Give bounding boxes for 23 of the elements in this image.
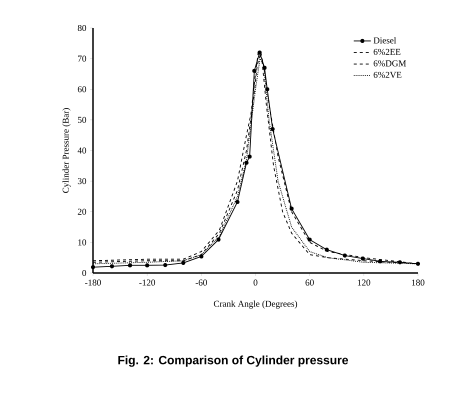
x-tick-label: -120 <box>139 280 156 286</box>
x-tick-label: 180 <box>412 280 424 286</box>
y-tick-label: 40 <box>78 147 86 154</box>
legend-label: 6%2VE <box>374 72 402 78</box>
x-tick-label: 60 <box>306 280 314 286</box>
x-tick-label: -180 <box>85 280 101 286</box>
x-tick-label: 0 <box>254 280 258 286</box>
y-tick-label: 20 <box>78 208 86 215</box>
y-tick-label: 0 <box>82 270 86 276</box>
legend-label: 6%DGM <box>374 60 406 66</box>
y-tick-label: 60 <box>78 86 86 92</box>
x-tick-label: -60 <box>196 280 207 286</box>
y-tick-label: 10 <box>78 239 86 246</box>
y-tick-label: 80 <box>78 24 86 32</box>
x-tick-label: 120 <box>358 280 370 286</box>
y-axis-title: Cylinder Pressure (Bar) <box>62 108 71 193</box>
y-tick-label: 70 <box>78 56 86 62</box>
legend-label: Diesel <box>374 37 396 44</box>
legend-label: 6%2EE <box>374 48 400 55</box>
x-axis-title: Crank Angle (Degrees) <box>214 300 298 309</box>
y-tick-label: 30 <box>78 178 86 184</box>
caption: Fig. 2: Comparison of Cylinder pressure <box>118 356 348 367</box>
y-tick-label: 50 <box>78 116 86 123</box>
